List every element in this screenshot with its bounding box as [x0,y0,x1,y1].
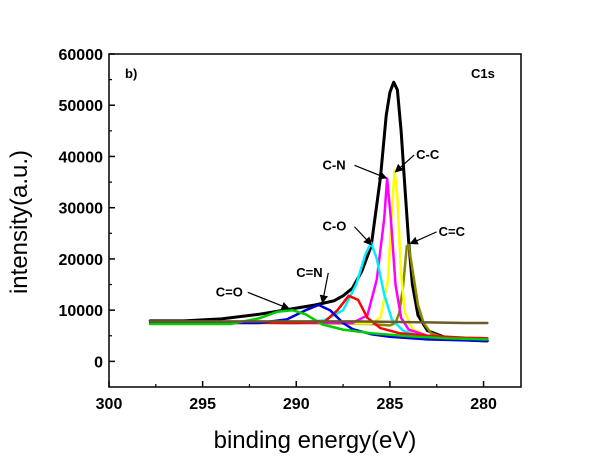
x-tick-label: 280 [470,396,497,413]
y-tick-label: 50000 [59,98,104,115]
ticks-layer: 300 295 290 285 280 0 10000 20000 30000 40000 5000… [59,47,497,413]
peak-label: C=N [296,265,322,280]
peak-label: C=C [439,224,466,239]
series-layer [148,80,489,343]
peak-label: C=O [216,284,243,299]
series-line-0 [148,80,489,343]
panel-label: b) [125,66,137,81]
x-tick-label: 300 [96,396,123,413]
peak-arrow [319,272,329,304]
y-tick-label: 30000 [59,201,104,218]
series-line-7 [148,308,489,341]
y-tick-label: 10000 [59,303,104,320]
x-tick-label: 285 [377,396,404,413]
y-tick-label: 40000 [59,149,104,166]
peak-arrow [354,164,388,180]
peak-label: C-C [416,147,440,162]
series-line-6 [148,303,489,343]
y-tick-label: 60000 [59,47,104,64]
annotations-layer: C-N C-C C-O C=C C=N C=O [216,147,466,310]
y-axis-title: intensity(a.u.) [6,150,33,294]
x-tick-label: 295 [189,396,216,413]
plot-frame [108,53,522,388]
y-tick-label: 0 [94,354,103,371]
peak-arrow [409,231,437,245]
series-line-3 [148,177,489,341]
peak-label: C-O [322,219,346,234]
peak-arrow [247,291,290,310]
series-line-5 [148,294,489,340]
x-tick-label: 290 [283,396,310,413]
corner-label: C1s [471,66,495,81]
peak-label: C-N [322,157,345,172]
x-axis-title: binding energy(eV) [214,427,417,454]
series-line-2 [148,169,489,341]
series-line-1 [148,243,489,342]
series-line-8 [148,320,489,325]
peak-arrow [394,154,415,173]
y-tick-label: 20000 [59,252,104,269]
peak-arrow [354,226,373,246]
